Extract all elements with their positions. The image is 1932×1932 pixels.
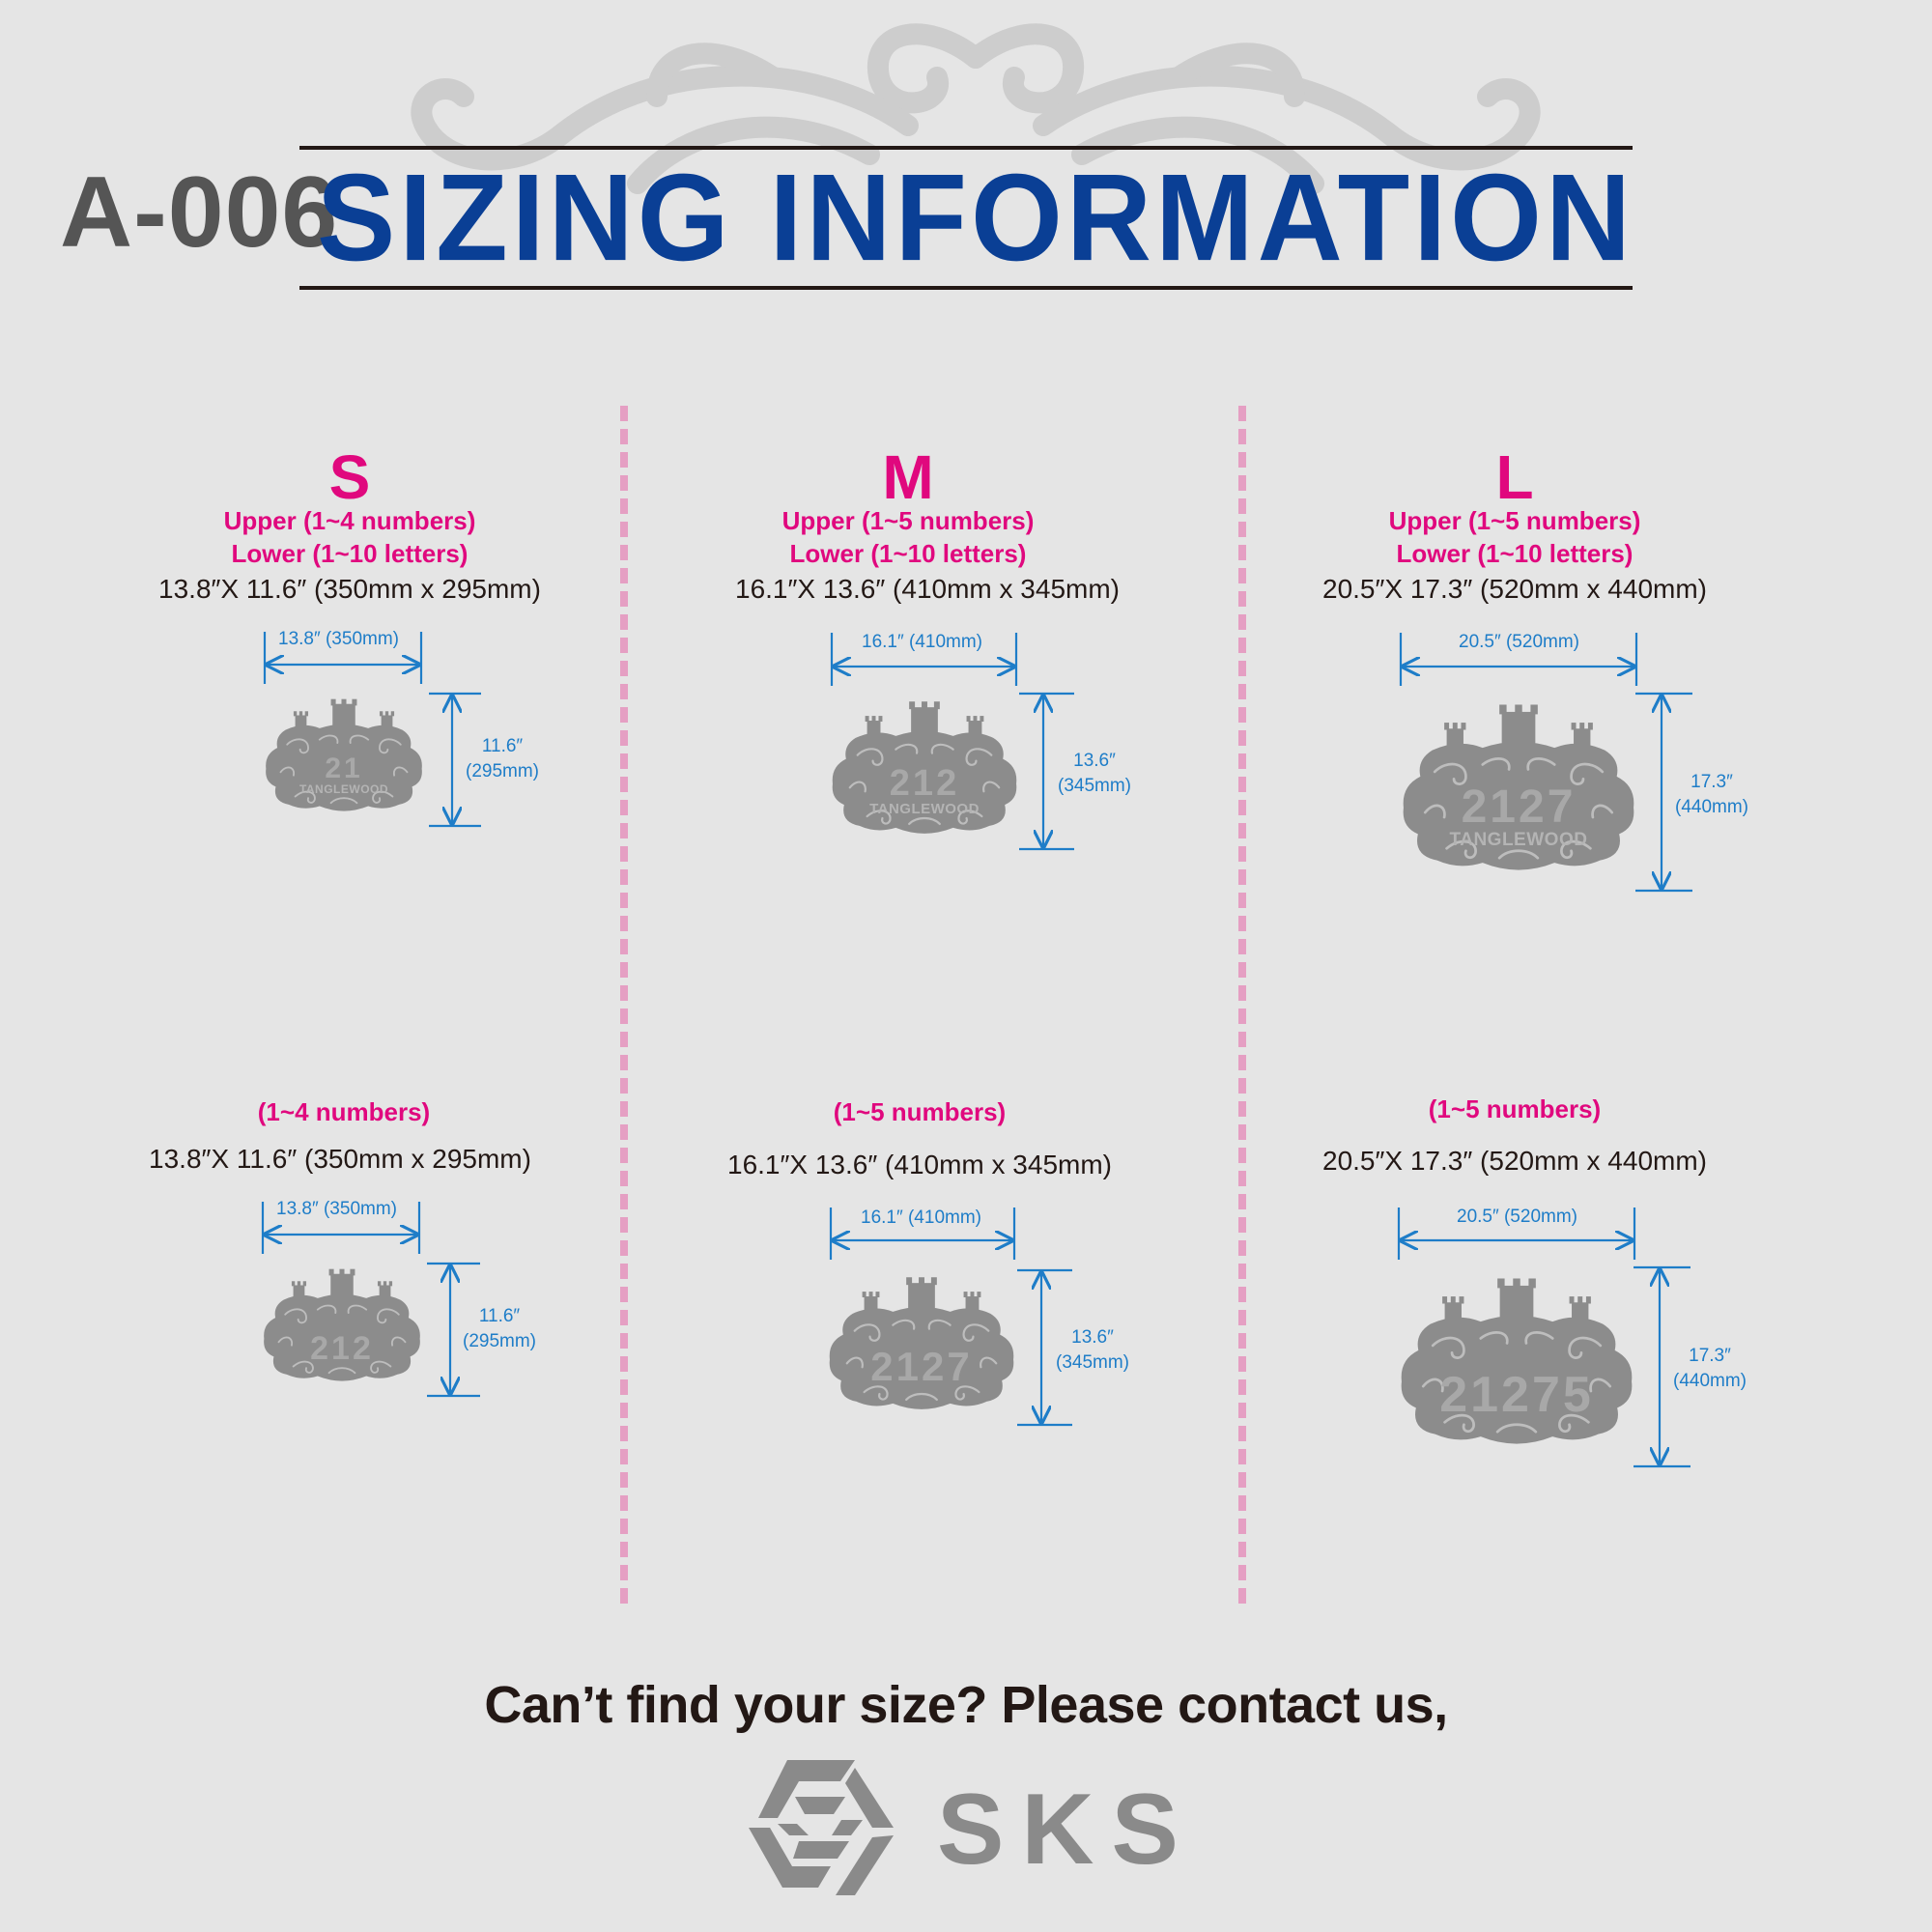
plaque-name: TANGLEWOOD: [298, 782, 389, 796]
l-number-limit: (1~5 numbers): [1428, 1094, 1602, 1123]
s-number-limit: (1~4 numbers): [257, 1097, 431, 1126]
plaque-number: 2127: [870, 1344, 973, 1389]
plaque-preview-m-number-only: 2127: [826, 1267, 1017, 1427]
size-letter-m: M: [882, 442, 934, 512]
plaque-number: 21: [325, 753, 363, 784]
castle-plaque-icon: [1400, 1276, 1634, 1446]
header-bottom-rule: [299, 286, 1633, 290]
m-upper-limit: Upper (1~5 numbers): [781, 506, 1035, 535]
l-number-width-label: 20.5″ (520mm): [1457, 1207, 1577, 1227]
m-number-limit: (1~5 numbers): [833, 1097, 1007, 1126]
l-dimensions: 20.5″X 17.3″ (520mm x 440mm): [1322, 574, 1707, 604]
plaque-preview-s-with-name: 21 TANGLEWOOD: [263, 691, 425, 826]
brand-name: SKS: [937, 1774, 1196, 1886]
s-number-height-label: 11.6″ (295mm): [463, 1304, 536, 1353]
m-number-height-inches: 13.6″: [1071, 1327, 1114, 1348]
l-lower-limit: Lower (1~10 letters): [1396, 539, 1634, 568]
size-letter-s: S: [328, 442, 371, 512]
s-number-height-inches: 11.6″: [478, 1306, 521, 1326]
l-number-height-inches: 17.3″: [1689, 1346, 1731, 1366]
l-number-dimensions: 20.5″X 17.3″ (520mm x 440mm): [1322, 1146, 1707, 1176]
size-letter-l: L: [1495, 442, 1534, 512]
plaque-preview-l-with-name: 2127 TANGLEWOOD: [1399, 692, 1638, 893]
l-height-inches: 17.3″: [1690, 772, 1733, 792]
s-dimensions: 13.8″X 11.6″ (350mm x 295mm): [158, 574, 541, 604]
m-width-label: 16.1″ (410mm): [862, 632, 982, 652]
plaque-preview-l-number-only: 21275: [1397, 1265, 1636, 1466]
s-number-height-mm: (295mm): [462, 1330, 537, 1351]
s-height-label: 11.6″ (295mm): [466, 734, 539, 783]
s-number-width-label: 13.8″ (350mm): [276, 1199, 397, 1219]
plaque-number: 212: [889, 763, 960, 804]
plaque-number: 2127: [1461, 781, 1577, 833]
castle-plaque-icon: [263, 1267, 421, 1382]
sks-hexagon-logo-icon: [749, 1760, 894, 1895]
s-width-label: 13.8″ (350mm): [278, 629, 399, 649]
l-height-mm: (440mm): [1674, 796, 1749, 817]
l-number-height-mm: (440mm): [1672, 1370, 1747, 1391]
page-title: SIZING INFORMATION: [316, 148, 1635, 287]
m-height-inches: 13.6″: [1073, 751, 1116, 771]
plaque-name: TANGLEWOOD: [1449, 830, 1588, 850]
l-number-height-label: 17.3″ (440mm): [1673, 1344, 1747, 1393]
s-height-mm: (295mm): [465, 760, 540, 781]
plaque-name: TANGLEWOOD: [869, 801, 980, 817]
s-height-inches: 11.6″: [481, 736, 524, 756]
m-lower-limit: Lower (1~10 letters): [789, 539, 1027, 568]
plaque-number: 21275: [1439, 1367, 1594, 1423]
m-number-dimensions: 16.1″X 13.6″ (410mm x 345mm): [727, 1150, 1112, 1179]
column-divider-right: [1238, 406, 1246, 1604]
l-height-label: 17.3″ (440mm): [1675, 770, 1748, 819]
l-width-label: 20.5″ (520mm): [1459, 632, 1579, 652]
m-dimensions: 16.1″X 13.6″ (410mm x 345mm): [735, 574, 1120, 604]
model-code: A-006: [60, 156, 339, 269]
column-divider-left: [620, 406, 628, 1604]
l-upper-limit: Upper (1~5 numbers): [1388, 506, 1641, 535]
m-number-height-mm: (345mm): [1055, 1351, 1130, 1373]
m-number-width-label: 16.1″ (410mm): [861, 1208, 981, 1228]
header-top-rule: [299, 146, 1633, 150]
m-height-mm: (345mm): [1057, 775, 1132, 796]
plaque-number: 212: [310, 1330, 374, 1367]
plaque-preview-s-number-only: 212: [261, 1261, 423, 1396]
m-height-label: 13.6″ (345mm): [1058, 749, 1131, 798]
m-number-height-label: 13.6″ (345mm): [1056, 1325, 1129, 1375]
plaque-preview-m-with-name: 212 TANGLEWOOD: [829, 692, 1020, 851]
s-lower-limit: Lower (1~10 letters): [231, 539, 469, 568]
s-upper-limit: Upper (1~4 numbers): [223, 506, 476, 535]
s-number-dimensions: 13.8″X 11.6″ (350mm x 295mm): [149, 1144, 531, 1174]
contact-prompt: Can’t find your size? Please contact us,: [484, 1676, 1448, 1734]
